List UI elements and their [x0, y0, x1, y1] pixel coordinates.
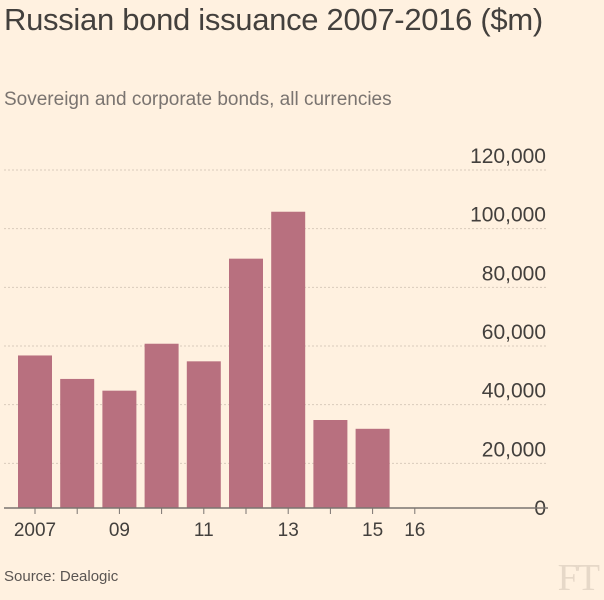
ft-logo: FT [557, 557, 600, 599]
bars [18, 211, 390, 508]
bar-2012 [229, 258, 263, 508]
chart-title: Russian bond issuance 2007-2016 ($m) [4, 2, 543, 37]
y-tick-label: 80,000 [482, 262, 546, 285]
x-tick-label: 16 [404, 520, 425, 541]
x-axis-ticks: 2007 09 11 13 15 16 [14, 508, 425, 541]
chart-subtitle: Sovereign and corporate bonds, all curre… [4, 89, 392, 110]
y-tick-label: 40,000 [482, 380, 546, 403]
bar-chart: 020,00040,00060,00080,000100,000120,000 … [4, 145, 548, 541]
bar-2014 [313, 420, 348, 508]
bar-2010 [144, 343, 179, 508]
bar-2008 [60, 378, 95, 508]
bar-2013 [271, 211, 306, 508]
x-tick-label: 11 [194, 520, 214, 541]
source-note: Source: Dealogic [4, 568, 119, 585]
bar-2015 [355, 428, 390, 508]
bar-2009 [102, 390, 137, 508]
x-tick-label: 15 [362, 520, 383, 541]
x-tick-label: 13 [278, 520, 299, 541]
bar-2011 [186, 361, 221, 508]
y-tick-label: 60,000 [482, 321, 546, 344]
x-tick-label: 09 [109, 520, 130, 541]
bar-2007 [18, 355, 52, 508]
y-tick-label: 20,000 [482, 438, 546, 461]
y-tick-label: 100,000 [470, 204, 546, 227]
x-tick-label: 2007 [14, 520, 56, 541]
y-tick-label: 120,000 [470, 145, 546, 168]
